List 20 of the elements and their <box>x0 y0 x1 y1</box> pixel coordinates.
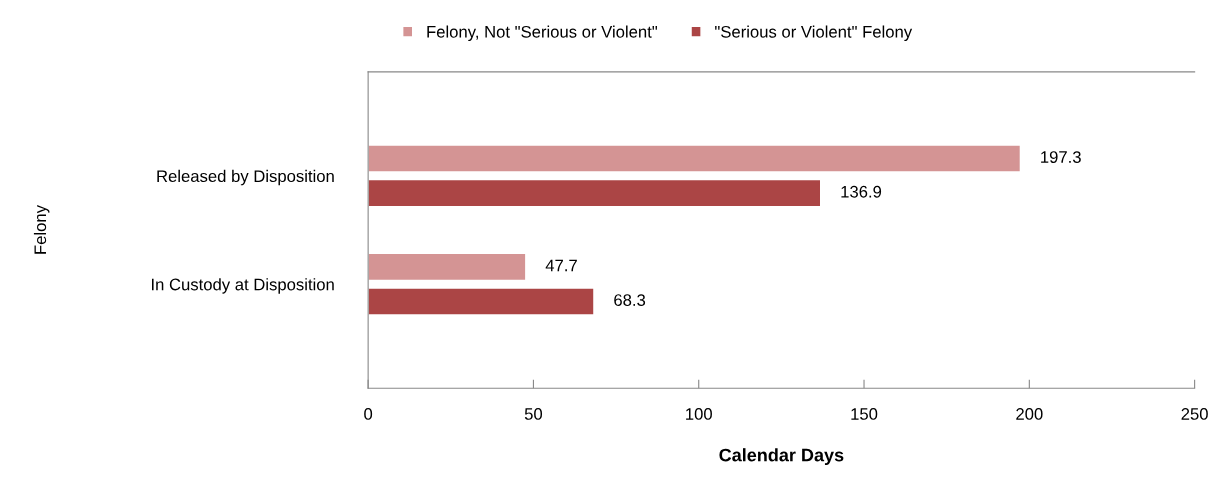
legend-label: Felony, Not "Serious or Violent" <box>427 25 658 42</box>
data-label: 136.9 <box>841 185 882 198</box>
x-tick-label: 100 <box>686 408 712 420</box>
x-tick-label: 50 <box>524 408 543 420</box>
x-tick-label: 150 <box>851 408 878 420</box>
x-tick-label: 0 <box>364 408 373 420</box>
x-axis-title: Calendar Days <box>719 448 844 465</box>
y-tick-label: Released by Disposition <box>157 169 334 186</box>
bar <box>368 144 1022 173</box>
text: Felony <box>33 205 50 254</box>
bar <box>368 287 595 316</box>
x-tick-label: 250 <box>1181 408 1208 420</box>
data-label: 68.3 <box>614 294 646 306</box>
bar <box>368 178 822 208</box>
x-tick-label: 200 <box>1016 408 1043 420</box>
legend-label: "Serious or Violent" Felony <box>715 25 913 42</box>
data-label: 197.3 <box>1041 151 1081 163</box>
bar <box>368 252 527 282</box>
data-label: 47.7 <box>545 259 577 272</box>
y-tick-label: In Custody at Disposition <box>152 278 334 294</box>
